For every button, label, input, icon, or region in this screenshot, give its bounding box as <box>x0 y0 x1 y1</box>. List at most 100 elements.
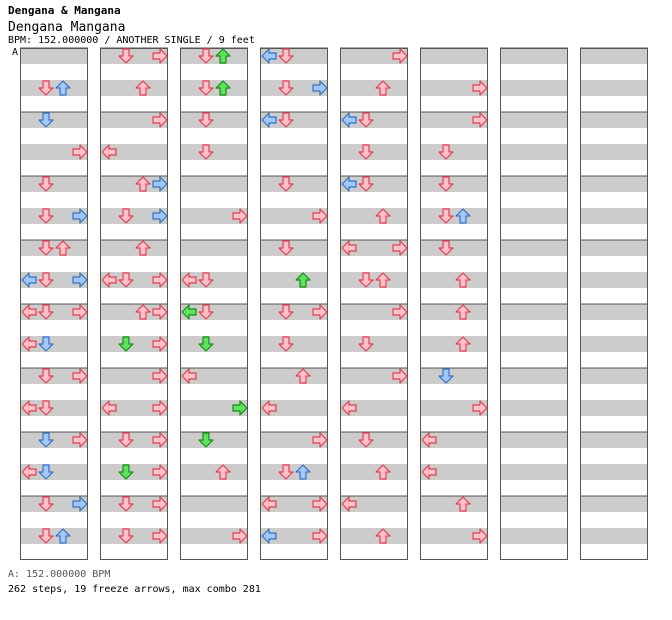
beat-stripe <box>260 432 328 448</box>
beat-stripe <box>340 496 408 512</box>
arrow-left-icon <box>261 400 277 416</box>
arrow-down-icon <box>198 432 214 448</box>
arrow-up-icon <box>375 80 391 96</box>
arrow-left-icon <box>181 272 197 288</box>
beat-stripe <box>500 528 568 544</box>
arrow-down-icon <box>38 80 54 96</box>
beat-stripe <box>100 176 168 192</box>
arrow-right-icon <box>152 112 168 128</box>
arrow-up-icon <box>455 336 471 352</box>
arrow-right-icon <box>312 432 328 448</box>
beat-stripe <box>260 400 328 416</box>
beat-stripe <box>20 272 88 288</box>
beat-stripe <box>180 496 248 512</box>
arrow-down-icon <box>38 464 54 480</box>
arrow-down-icon <box>278 464 294 480</box>
arrow-left-icon <box>261 528 277 544</box>
beat-stripe <box>100 368 168 384</box>
beat-stripe <box>420 176 488 192</box>
beat-stripe <box>100 336 168 352</box>
arrow-down-icon <box>358 144 374 160</box>
arrow-right-icon <box>152 496 168 512</box>
arrow-up-icon <box>135 176 151 192</box>
beat-stripe <box>340 304 408 320</box>
column-border <box>20 48 88 560</box>
beat-stripe <box>180 464 248 480</box>
beat-stripe <box>580 304 648 320</box>
column-border <box>420 48 488 560</box>
beat-stripe <box>20 304 88 320</box>
beat-stripe <box>100 208 168 224</box>
arrow-left-icon <box>21 464 37 480</box>
arrow-down-icon <box>278 80 294 96</box>
column-border <box>180 48 248 560</box>
arrow-right-icon <box>152 432 168 448</box>
arrow-left-icon <box>101 144 117 160</box>
arrow-down-icon <box>278 48 294 64</box>
beat-stripe <box>20 176 88 192</box>
arrow-right-icon <box>312 304 328 320</box>
chart-stats: 262 steps, 19 freeze arrows, max combo 2… <box>8 584 261 595</box>
beat-stripe <box>260 48 328 64</box>
beat-stripe <box>580 176 648 192</box>
arrow-up-icon <box>135 304 151 320</box>
beat-stripe <box>500 48 568 64</box>
arrow-up-icon <box>375 464 391 480</box>
arrow-left-icon <box>261 112 277 128</box>
beat-stripe <box>20 496 88 512</box>
beat-stripe <box>260 80 328 96</box>
arrow-right-icon <box>152 272 168 288</box>
arrow-right-icon <box>472 400 488 416</box>
arrow-right-icon <box>152 176 168 192</box>
arrow-down-icon <box>278 304 294 320</box>
arrow-down-icon <box>198 80 214 96</box>
beat-stripe <box>340 432 408 448</box>
beat-stripe <box>420 336 488 352</box>
arrow-down-icon <box>118 528 134 544</box>
arrow-up-icon <box>375 272 391 288</box>
arrow-left-icon <box>101 272 117 288</box>
beat-stripe <box>260 112 328 128</box>
arrow-up-icon <box>55 528 71 544</box>
arrow-left-icon <box>341 176 357 192</box>
beat-stripe <box>420 432 488 448</box>
arrow-right-icon <box>152 528 168 544</box>
beat-stripe <box>100 112 168 128</box>
beat-stripe <box>580 112 648 128</box>
arrow-down-icon <box>278 112 294 128</box>
arrow-right-icon <box>312 80 328 96</box>
beat-stripe <box>260 336 328 352</box>
beat-stripe <box>580 528 648 544</box>
beat-stripe <box>420 304 488 320</box>
arrow-down-icon <box>438 208 454 224</box>
song-title: Dengana Mangana <box>8 20 126 35</box>
arrow-up-icon <box>215 464 231 480</box>
beat-stripe <box>580 496 648 512</box>
beat-stripe <box>260 464 328 480</box>
arrow-down-icon <box>38 528 54 544</box>
arrow-down-icon <box>38 112 54 128</box>
arrow-down-icon <box>358 272 374 288</box>
beat-stripe <box>100 432 168 448</box>
beat-stripe <box>100 528 168 544</box>
beat-stripe <box>340 208 408 224</box>
beat-stripe <box>180 400 248 416</box>
arrow-up-icon <box>215 80 231 96</box>
beat-stripe <box>420 80 488 96</box>
arrow-left-icon <box>21 272 37 288</box>
arrow-down-icon <box>358 336 374 352</box>
arrow-right-icon <box>232 400 248 416</box>
arrow-down-icon <box>438 240 454 256</box>
arrow-down-icon <box>358 176 374 192</box>
arrow-up-icon <box>455 496 471 512</box>
arrow-left-icon <box>21 304 37 320</box>
column-border <box>100 48 168 560</box>
beat-stripe <box>580 208 648 224</box>
beat-stripe <box>180 528 248 544</box>
arrow-up-icon <box>55 240 71 256</box>
beat-stripe <box>340 400 408 416</box>
beat-stripe <box>500 112 568 128</box>
arrow-right-icon <box>392 240 408 256</box>
arrow-right-icon <box>392 304 408 320</box>
beat-stripe <box>580 432 648 448</box>
